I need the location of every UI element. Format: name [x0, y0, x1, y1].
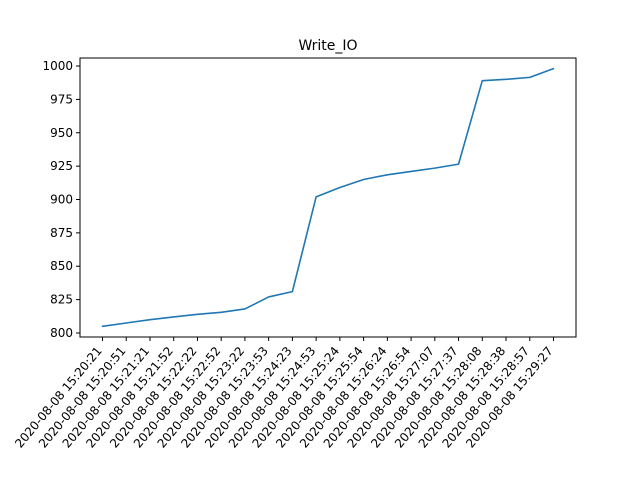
y-tick-label: 900 [50, 193, 73, 207]
series [101, 67, 555, 328]
y-tick-label: 925 [50, 159, 73, 173]
axes [79, 57, 577, 338]
y-tick-label: 1000 [42, 59, 73, 73]
y-tick-label: 950 [50, 126, 73, 140]
y-tick-label: 825 [50, 293, 73, 307]
y-tick-label: 800 [50, 326, 73, 340]
series-line [101, 67, 555, 328]
y-tick-label: 850 [50, 259, 73, 273]
y-tick-label: 975 [50, 92, 73, 106]
y-tick-label: 875 [50, 226, 73, 240]
plot-frame [79, 57, 577, 338]
chart-title: Write_IO [298, 38, 357, 54]
